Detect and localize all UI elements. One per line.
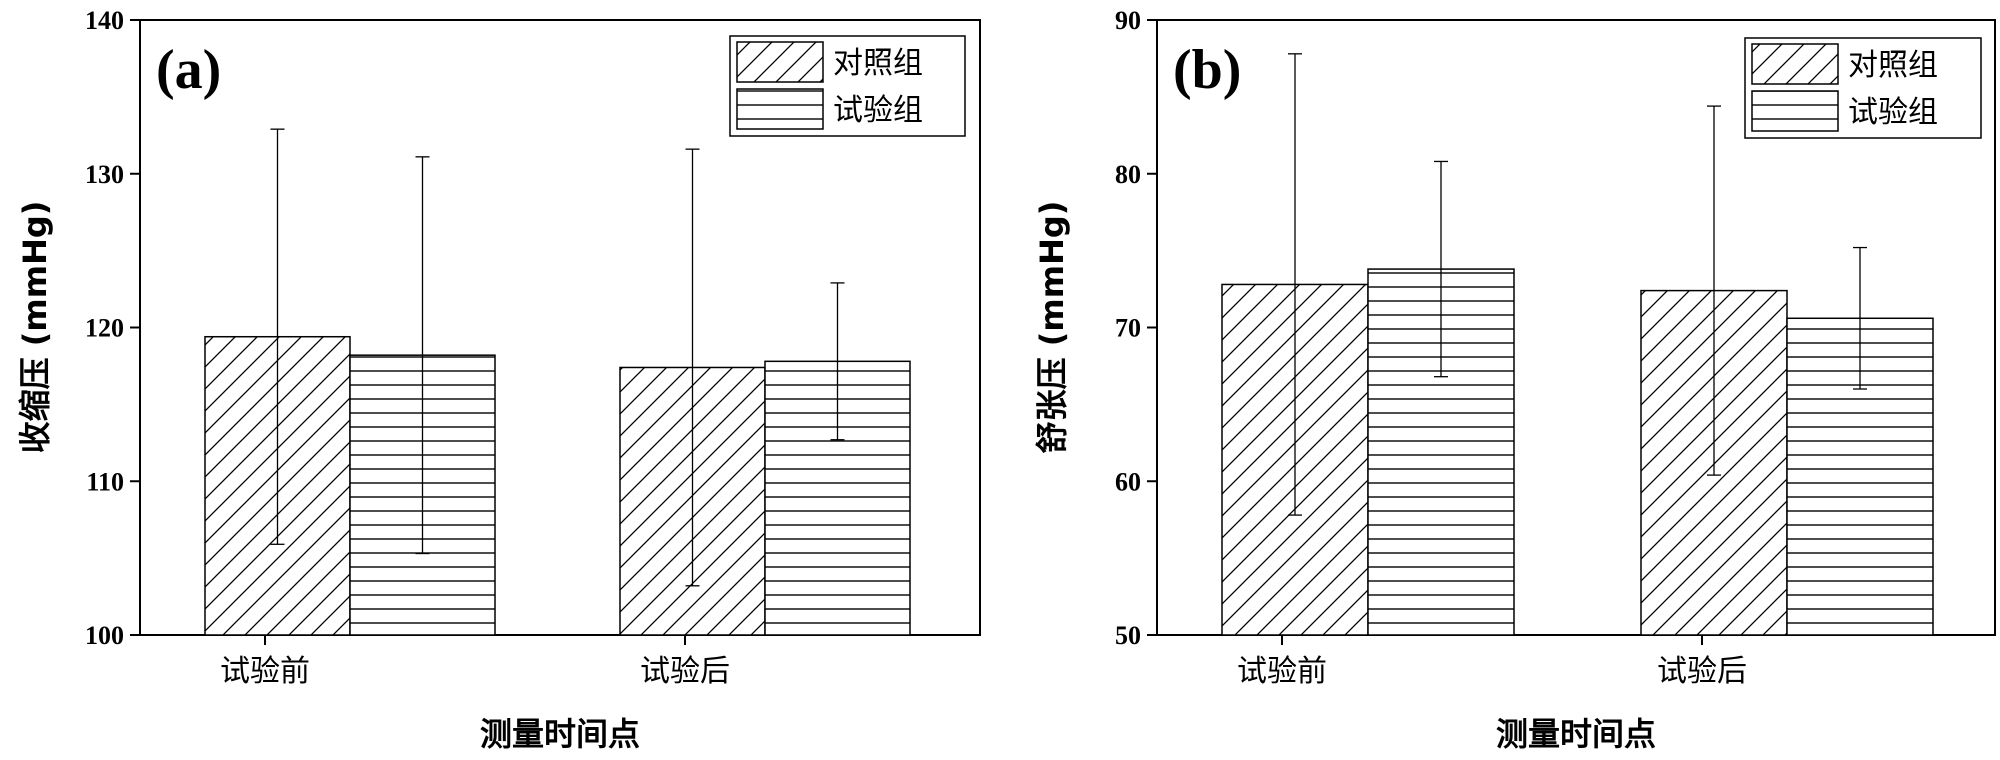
error-bars <box>270 128 845 587</box>
chart-panel-a: (a) 收缩压 (mmHg) 测量时间点 100 110 120 130 140 试验前… <box>16 6 981 753</box>
x-axis-title: 测量时间点 <box>480 715 640 753</box>
y-tick-label: 130 <box>85 160 124 189</box>
x-category-label: 试验前 <box>1237 654 1327 689</box>
legend-label-control: 对照组 <box>1848 48 1938 83</box>
y-axis-title: 舒张压 (mmHg) <box>1033 201 1071 454</box>
x-axis-categories: 试验前 试验后 <box>1237 635 1747 689</box>
legend-swatch-control <box>736 41 824 83</box>
y-axis-ticks: 100 110 120 130 140 <box>85 6 140 650</box>
y-axis-title: 收缩压 (mmHg) <box>16 201 54 454</box>
legend: 对照组 试验组 <box>729 35 966 137</box>
y-tick-label: 50 <box>1115 621 1141 650</box>
x-category-label: 试验后 <box>640 654 730 689</box>
bars <box>1221 268 1934 636</box>
y-tick-label: 120 <box>85 314 124 343</box>
x-category-label: 试验后 <box>1657 654 1747 689</box>
legend-label-control: 对照组 <box>833 46 923 81</box>
chart-panel-b: (b) 舒张压 (mmHg) 测量时间点 50 60 70 80 90 试验前 试验后 对… <box>1033 6 1996 753</box>
x-axis-categories: 试验前 试验后 <box>220 635 730 689</box>
bars <box>204 335 911 636</box>
x-category-label: 试验前 <box>220 654 310 689</box>
legend-swatch-control <box>1751 43 1839 85</box>
y-tick-label: 80 <box>1115 160 1141 189</box>
legend-label-test: 试验组 <box>833 93 923 128</box>
legend-swatch-test <box>1751 90 1839 132</box>
panel-label: (a) <box>156 39 221 101</box>
error-bars <box>1288 53 1867 516</box>
panel-label: (b) <box>1173 39 1241 101</box>
legend-label-test: 试验组 <box>1848 95 1938 130</box>
x-axis-title: 测量时间点 <box>1496 715 1656 753</box>
y-tick-label: 90 <box>1115 6 1141 35</box>
legend: 对照组 试验组 <box>1744 37 1982 139</box>
y-tick-label: 110 <box>86 467 124 496</box>
y-tick-label: 140 <box>85 6 124 35</box>
y-tick-label: 60 <box>1115 467 1141 496</box>
y-tick-label: 100 <box>85 621 124 650</box>
legend-swatch-test <box>736 88 824 130</box>
y-axis-ticks: 50 60 70 80 90 <box>1115 6 1157 650</box>
y-tick-label: 70 <box>1115 314 1141 343</box>
